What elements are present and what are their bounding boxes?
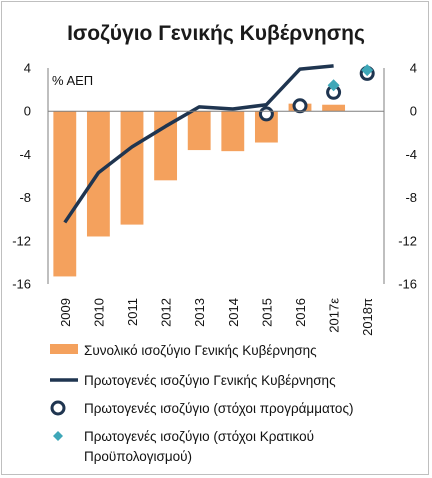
y-tick-right: -12 — [398, 233, 417, 248]
y-tick-left: -12 — [12, 233, 31, 248]
y-tick-left: -16 — [12, 277, 31, 292]
bar-2017ε — [322, 104, 346, 112]
budget-target-marker-2017ε — [327, 79, 340, 92]
y-tick-left: 0 — [24, 104, 31, 119]
bar-2015 — [254, 111, 278, 143]
y-tick-left: 4 — [24, 61, 31, 76]
x-tick-2013: 2013 — [192, 298, 207, 327]
x-tick-2018π: 2018π — [360, 298, 375, 336]
y-tick-left: -4 — [19, 147, 31, 162]
y-tick-right: -16 — [398, 277, 417, 292]
chart-title: Ισοζύγιο Γενικής Κυβέρνησης — [67, 22, 365, 45]
legend-label: Πρωτογενές ισοζύγιο (στόχοι προγράμματος… — [84, 401, 353, 416]
program-target-marker-2016 — [292, 98, 308, 114]
legend-label: Πρωτογενές ισοζύγιο Γενικής Κυβέρνησης — [84, 373, 336, 388]
y-tick-right: -8 — [405, 190, 417, 205]
x-tick-2010: 2010 — [91, 298, 106, 327]
bar-2011 — [120, 111, 144, 225]
legend-label: Συνολικό ισοζύγιο Γενικής Κυβέρνησης — [84, 343, 317, 358]
legend-swatch-diamond — [53, 431, 63, 441]
x-tick-2017ε: 2017ε — [327, 298, 342, 333]
y-tick-right: -4 — [405, 147, 417, 162]
bar-2013 — [187, 111, 211, 151]
legend-label: Πρωτογενές ισοζύγιο (στόχοι Κρατικού — [84, 429, 314, 444]
budget-target-marker-2018π — [361, 64, 374, 77]
y-tick-right: 0 — [410, 104, 417, 119]
legend-label: Προϋπολογισμού) — [84, 449, 192, 464]
bar-2009 — [53, 111, 77, 277]
x-tick-2012: 2012 — [159, 298, 174, 327]
program-target-marker-2015 — [258, 106, 274, 122]
unit-label: % ΑΕΠ — [52, 73, 93, 88]
bar-2014 — [221, 111, 245, 152]
y-tick-left: -8 — [19, 190, 31, 205]
x-tick-2011: 2011 — [125, 298, 140, 326]
primary-balance-line — [63, 64, 334, 224]
x-tick-2015: 2015 — [259, 298, 274, 327]
legend-swatch-circle — [50, 400, 66, 416]
y-tick-right: 4 — [410, 61, 417, 76]
x-tick-2009: 2009 — [58, 298, 73, 327]
legend-swatch-bar — [50, 344, 78, 354]
x-tick-2014: 2014 — [226, 298, 241, 327]
x-tick-2016: 2016 — [293, 298, 308, 327]
